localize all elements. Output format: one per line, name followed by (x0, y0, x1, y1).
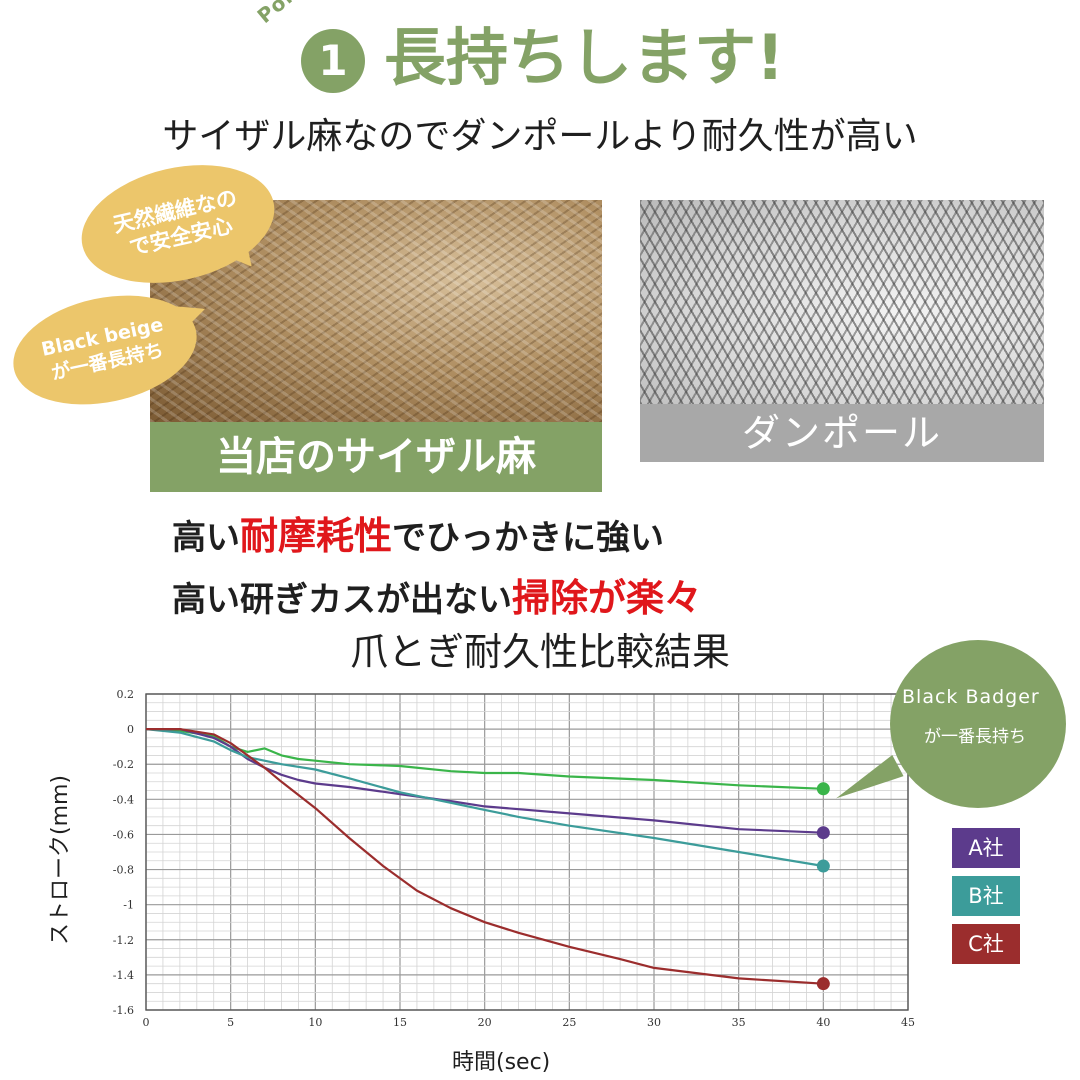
x-tick-label: 0 (143, 1016, 150, 1029)
x-tick-label: 40 (816, 1016, 830, 1029)
badger-callout-line1: Black Badger (902, 686, 1040, 708)
x-tick-label: 20 (478, 1016, 492, 1029)
plot-frame (145, 693, 909, 1011)
feature-2-pre: 高い研ぎカスが出ない (172, 580, 512, 620)
legend-item-b: B社 (952, 876, 1020, 916)
series-end-marker (816, 826, 830, 840)
series-end-marker (816, 859, 830, 873)
legend-item-c: C社 (952, 924, 1020, 964)
chart-series (145, 728, 830, 991)
chart-ticks: 0 5 10 15 20 25 30 35 40 45 0.2 0 -0.2 -0.4 -0.6 -0.8 -1… (113, 688, 915, 1029)
y-tick-label: 0 (127, 723, 134, 736)
chart-grid (145, 693, 909, 1011)
x-tick-label: 30 (647, 1016, 661, 1029)
sisal-photo-label: 当店のサイザル麻 (150, 422, 602, 492)
x-tick-label: 45 (901, 1016, 915, 1029)
y-tick-label: -0.2 (113, 758, 134, 771)
y-tick-label: -0.6 (113, 828, 134, 841)
point-label: Point (253, 0, 318, 28)
chart-title: 爪とぎ耐久性比較結果 (349, 630, 730, 674)
x-tick-label: 5 (227, 1016, 234, 1029)
y-tick-label: -1 (123, 899, 134, 912)
x-tick-label: 25 (562, 1016, 576, 1029)
y-tick-label: -1.6 (113, 1004, 134, 1017)
x-axis-title: 時間(sec) (452, 1050, 551, 1075)
cardboard-photo-label: ダンポール (640, 404, 1044, 462)
x-tick-label: 35 (732, 1016, 746, 1029)
x-tick-label: 15 (393, 1016, 407, 1029)
y-tick-label: -0.8 (113, 864, 134, 877)
durability-line-chart: 0 5 10 15 20 25 30 35 40 45 0.2 0 -0.2 -0.4 -0.6 -0.8 -1… (113, 688, 915, 1029)
point-number-badge: 1 (301, 29, 365, 93)
y-tick-label: 0.2 (117, 688, 135, 701)
y-axis-title: ストローク(mm) (48, 774, 73, 946)
y-tick-label: -1.2 (113, 934, 134, 947)
feature-1-post: でひっかきに強い (392, 518, 665, 558)
series-line (146, 728, 824, 985)
x-tick-label: 10 (308, 1016, 322, 1029)
subheadline: サイザル麻なのでダンポールより耐久性が高い (162, 116, 918, 157)
cardboard-texture-photo (640, 200, 1044, 404)
feature-line-1: 高い耐摩耗性でひっかきに強い (172, 514, 664, 560)
legend-item-a: A社 (952, 828, 1020, 868)
y-tick-label: -0.4 (113, 793, 134, 806)
feature-line-2: 高い研ぎカスが出ない掃除が楽々 (172, 576, 702, 622)
feature-2-highlight: 掃除が楽々 (512, 576, 703, 620)
y-tick-label: -1.4 (113, 969, 134, 982)
series-end-marker (816, 782, 830, 796)
black-badger-callout (890, 640, 1066, 808)
chart-axes (145, 693, 909, 1011)
series-line (145, 728, 824, 868)
feature-1-highlight: 耐摩耗性 (240, 514, 393, 558)
series-line (146, 728, 824, 834)
badger-callout-line2: が一番長持ち (924, 727, 1026, 747)
series-end-marker (816, 977, 830, 991)
feature-1-pre: 高い (172, 518, 240, 558)
headline: 長持ちします! (384, 21, 785, 94)
